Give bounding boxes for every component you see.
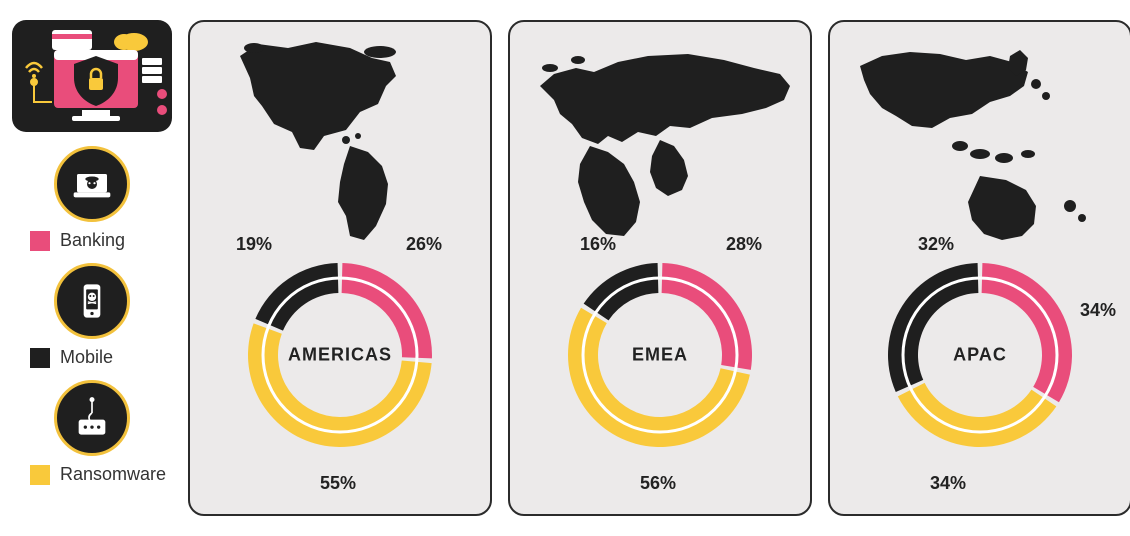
security-hero-badge [12, 20, 172, 132]
legend-item-banking: Banking [12, 230, 172, 251]
legend-item-ransomware: Ransomware [12, 464, 172, 485]
banking-label: Banking [60, 230, 125, 251]
security-hero-icon [12, 20, 172, 132]
region-label-americas: AMERICAS [288, 345, 392, 366]
map-emea [520, 36, 800, 246]
mobile-swatch [30, 348, 50, 368]
panel-americas: AMERICAS 26% 55% 19% [188, 20, 492, 516]
pct-americas-banking: 26% [406, 234, 442, 255]
americas-silhouette-icon [200, 36, 480, 246]
ransomware-legend-icon [54, 380, 130, 456]
pct-apac-banking: 34% [1080, 300, 1116, 321]
pct-americas-mobile: 19% [236, 234, 272, 255]
pct-apac-ransomware: 34% [930, 473, 966, 494]
donut-apac: APAC 34% 34% 32% [840, 240, 1120, 470]
donut-emea: EMEA 28% 56% 16% [520, 240, 800, 470]
region-panels: AMERICAS 26% 55% 19% EMEA 28% 56% [188, 20, 1130, 516]
pct-emea-mobile: 16% [580, 234, 616, 255]
legend-sidebar: Banking Mobile Ransomware [12, 20, 172, 516]
emea-silhouette-icon [520, 36, 800, 246]
region-label-apac: APAC [953, 345, 1007, 366]
panel-apac: APAC 34% 34% 32% [828, 20, 1130, 516]
pct-apac-mobile: 32% [918, 234, 954, 255]
phishing-icon [67, 393, 117, 443]
banking-legend-icon [54, 146, 130, 222]
mobile-legend-icon [54, 263, 130, 339]
laptop-hacker-icon [67, 159, 117, 209]
pct-americas-ransomware: 55% [320, 473, 356, 494]
apac-silhouette-icon [840, 36, 1120, 246]
region-label-emea: EMEA [632, 345, 688, 366]
legend-item-mobile: Mobile [12, 347, 172, 368]
map-apac [840, 36, 1120, 246]
banking-swatch [30, 231, 50, 251]
donut-americas: AMERICAS 26% 55% 19% [200, 240, 480, 470]
mobile-label: Mobile [60, 347, 113, 368]
pct-emea-banking: 28% [726, 234, 762, 255]
map-americas [200, 36, 480, 246]
ransomware-swatch [30, 465, 50, 485]
panel-emea: EMEA 28% 56% 16% [508, 20, 812, 516]
phone-skull-icon [67, 276, 117, 326]
ransomware-label: Ransomware [60, 464, 166, 485]
pct-emea-ransomware: 56% [640, 473, 676, 494]
